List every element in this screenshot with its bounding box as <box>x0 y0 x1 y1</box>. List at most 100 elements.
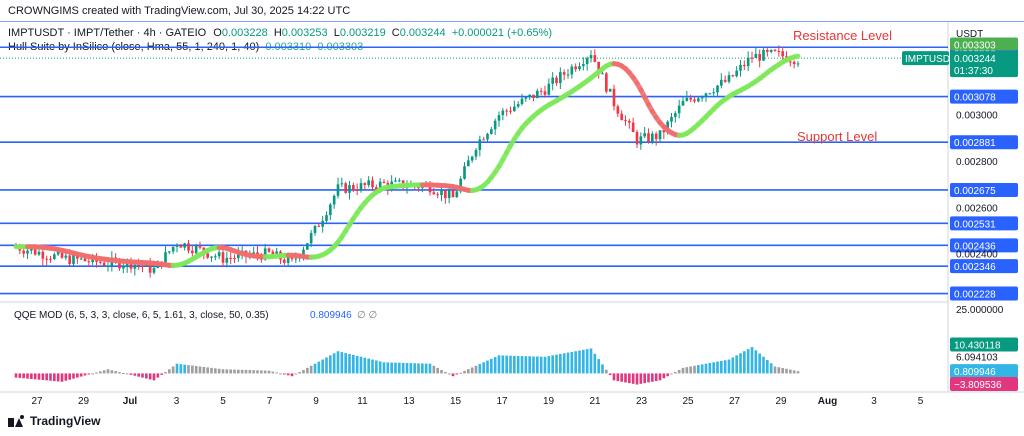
candle-body <box>221 252 225 263</box>
current-price-label: 0.003244 <box>954 54 996 65</box>
countdown-label: 01:37:30 <box>954 66 993 77</box>
level-price-label: 0.002228 <box>954 290 996 301</box>
tradingview-logo[interactable]: TradingView <box>8 414 100 428</box>
candle-body <box>470 156 474 161</box>
qqe-bar <box>198 366 202 374</box>
qqe-bar <box>532 356 535 374</box>
qqe-bar <box>306 367 309 374</box>
qqe-bar <box>244 369 248 374</box>
level-price-tag <box>950 135 1018 150</box>
qqe-bar <box>555 354 558 374</box>
qqe-bar <box>148 373 152 380</box>
qqe-bar <box>658 373 662 381</box>
qqe-bar <box>171 366 175 374</box>
qqe-bar <box>398 362 401 374</box>
qqe-bar <box>45 373 48 381</box>
time-tick-label: 27 <box>729 396 741 407</box>
candle-body <box>593 55 597 62</box>
candle-body <box>371 180 374 188</box>
candle-body <box>363 183 367 186</box>
candle-body <box>352 185 355 190</box>
candle-body <box>536 90 539 99</box>
candle-body <box>769 49 773 52</box>
qqe-bar <box>666 373 669 377</box>
candle-body <box>214 256 217 258</box>
candle-body <box>26 250 29 254</box>
qqe-bar <box>156 373 160 378</box>
qqe-bar <box>739 353 742 374</box>
qqe-bar <box>605 369 608 374</box>
qqe-bar <box>631 373 635 384</box>
qqe-bar <box>670 373 673 375</box>
price-tick-label: 0.002800 <box>956 157 998 168</box>
candle-body <box>616 106 620 114</box>
qqe-bar <box>559 353 562 374</box>
qqe-bar <box>754 350 758 374</box>
candle-body <box>290 256 294 260</box>
candle-body <box>731 75 735 77</box>
qqe-bar <box>290 373 294 377</box>
qqe-bar <box>83 373 87 376</box>
candle-body <box>440 190 443 196</box>
qqe-bar <box>781 368 784 374</box>
qqe-bar <box>639 373 643 384</box>
candle-body <box>720 79 723 86</box>
qqe-bar <box>478 364 482 374</box>
qqe-bar <box>463 370 466 374</box>
tradingview-brand: TradingView <box>30 414 101 428</box>
qqe-bar <box>26 373 29 379</box>
candle-body <box>758 53 761 61</box>
qqe-bar <box>616 373 620 382</box>
candle-body <box>375 187 378 190</box>
qqe-bar <box>87 373 91 375</box>
hull-price-label: 0.003303 <box>954 40 996 51</box>
candle-body <box>750 57 754 59</box>
qqe-bar <box>344 353 347 374</box>
candle-body <box>467 160 470 167</box>
candle-body <box>118 260 121 269</box>
symbol-legend[interactable]: IMPTUSDT · IMPT/Tether · 4h · GATEIO O0.… <box>8 27 552 39</box>
qqe-bar <box>125 373 129 375</box>
qqe-bar <box>72 373 75 379</box>
qqe-bar <box>22 373 25 379</box>
candle-body <box>133 264 137 269</box>
candle-body <box>210 256 213 258</box>
qqe-bar <box>543 356 547 374</box>
qqe-bar <box>106 369 110 374</box>
qqe-bar <box>14 373 18 378</box>
candle-body <box>53 254 56 260</box>
qqe-bar <box>202 366 206 374</box>
qqe-bar <box>424 363 428 374</box>
candle-body <box>394 180 397 182</box>
candle-body <box>654 133 658 140</box>
qqe-bar <box>386 362 390 374</box>
candle-body <box>501 110 505 116</box>
qqe-bar <box>321 359 324 374</box>
candle-body <box>148 262 152 273</box>
time-tick-label: 5 <box>220 396 226 407</box>
candle-body <box>658 130 662 140</box>
candle-body <box>183 243 186 248</box>
qqe-bar <box>332 353 336 374</box>
candle-body <box>49 258 52 260</box>
qqe-bar <box>677 369 681 374</box>
candle-body <box>597 61 600 74</box>
candle-body <box>612 88 616 107</box>
candle-body <box>428 184 432 193</box>
qqe-bar <box>704 363 708 374</box>
qqe-value-label: 10.430118 <box>954 340 1001 351</box>
candle-body <box>30 248 33 251</box>
qqe-bar <box>620 373 623 382</box>
qqe-bar <box>68 373 71 380</box>
level-price-tag <box>950 286 1018 301</box>
qqe-value-label: 0.809946 <box>954 367 996 378</box>
candle-body <box>486 133 489 140</box>
qqe-bar <box>723 360 727 374</box>
qqe-bar <box>746 349 750 374</box>
grid <box>0 22 1024 393</box>
qqe-bar <box>490 358 493 374</box>
candle-body <box>746 57 750 67</box>
candle-body <box>152 268 156 273</box>
qqe-bar <box>175 363 179 374</box>
